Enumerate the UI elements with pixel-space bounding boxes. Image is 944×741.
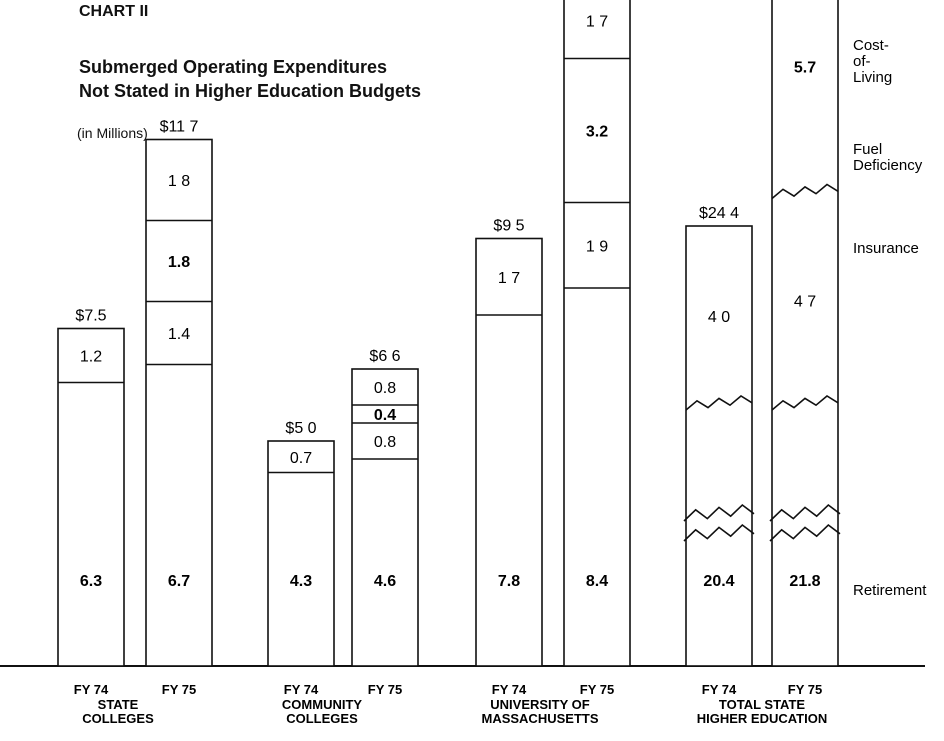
axis-break-line bbox=[769, 503, 841, 522]
fiscal-year-label: FY 75 bbox=[162, 682, 196, 697]
retirement-value-label: 6.3 bbox=[80, 573, 102, 590]
retirement-value-label: 8.4 bbox=[586, 573, 608, 590]
group-label-line1: UNIVERSITY OF bbox=[490, 697, 590, 712]
bar-outline bbox=[563, 0, 631, 667]
axis-break-line bbox=[683, 503, 755, 522]
legend-label: Retirement bbox=[853, 582, 927, 599]
segment-value-label: 5.7 bbox=[794, 59, 816, 76]
segment-value-label: 1 7 bbox=[498, 270, 520, 287]
group-label-line2: HIGHER EDUCATION bbox=[697, 711, 827, 726]
legend-label: Deficiency bbox=[853, 157, 923, 174]
retirement-value-label: 20.4 bbox=[703, 573, 734, 590]
retirement-value-label: 4.3 bbox=[290, 573, 312, 590]
segment-value-label: 1.2 bbox=[80, 349, 102, 366]
legend-label: Fuel bbox=[853, 141, 882, 158]
segment-break-line bbox=[771, 183, 839, 200]
segment-value-label: 1.8 bbox=[168, 254, 190, 271]
retirement-value-label: 7.8 bbox=[498, 573, 520, 590]
bar-outline bbox=[351, 368, 419, 667]
segment-value-label: 3.2 bbox=[586, 124, 608, 141]
fiscal-year-label: FY 74 bbox=[74, 682, 109, 697]
bar-outline bbox=[685, 225, 753, 667]
segment-value-label: 0.8 bbox=[374, 434, 396, 451]
segment-value-label: 1 9 bbox=[586, 238, 608, 255]
group-label-line1: STATE bbox=[98, 697, 139, 712]
retirement-value-label: 21.8 bbox=[789, 573, 820, 590]
bar-total-label: $6 6 bbox=[369, 348, 400, 365]
segment-value-label: 4 7 bbox=[794, 293, 816, 310]
segment-value-label: 1 8 bbox=[168, 173, 190, 190]
fiscal-year-label: FY 75 bbox=[580, 682, 614, 697]
fiscal-year-label: FY 74 bbox=[492, 682, 527, 697]
retirement-value-label: 6.7 bbox=[168, 573, 190, 590]
bar-total-label: $24 4 bbox=[699, 205, 739, 222]
segment-value-label: 4 0 bbox=[708, 309, 730, 326]
chart-title-line2: Not Stated in Higher Education Budgets bbox=[79, 81, 422, 101]
chart-title-line1: Submerged Operating Expenditures bbox=[79, 57, 388, 77]
axis-break-line bbox=[769, 523, 841, 542]
fiscal-year-label: FY 74 bbox=[702, 682, 737, 697]
segment-value-label: 1 7 bbox=[586, 13, 608, 30]
segment-value-label: 0.7 bbox=[290, 450, 312, 467]
group-label-line2: COLLEGES bbox=[82, 711, 154, 726]
bar-total-label: $5 0 bbox=[285, 420, 316, 437]
segment-value-label: 1.4 bbox=[168, 326, 190, 343]
fiscal-year-label: FY 75 bbox=[368, 682, 402, 697]
legend-label: of- bbox=[853, 53, 871, 70]
chart-label: CHART II bbox=[79, 3, 149, 20]
bar-outline bbox=[57, 327, 125, 667]
bar-outline bbox=[145, 138, 213, 667]
bar-outline bbox=[267, 440, 335, 667]
legend-label: Living bbox=[853, 69, 892, 86]
fiscal-year-label: FY 74 bbox=[284, 682, 319, 697]
group-label-line2: COLLEGES bbox=[286, 711, 358, 726]
segment-value-label: 0.4 bbox=[374, 407, 396, 424]
legend-label: Cost- bbox=[853, 37, 889, 54]
chart-title: Submerged Operating Expenditures Not Sta… bbox=[79, 55, 421, 103]
axis-break-line bbox=[683, 523, 755, 542]
bar-total-label: $7.5 bbox=[75, 308, 106, 325]
segment-value-label: 0.8 bbox=[374, 380, 396, 397]
group-label-line1: TOTAL STATE bbox=[719, 697, 806, 712]
bar-outline bbox=[771, 0, 839, 667]
bar-total-label: $9 5 bbox=[493, 218, 524, 235]
bar-total-label: $11 7 bbox=[160, 119, 199, 136]
fiscal-year-label: FY 75 bbox=[788, 682, 822, 697]
retirement-value-label: 4.6 bbox=[374, 573, 396, 590]
legend-label: Insurance bbox=[853, 240, 919, 257]
group-label-line2: MASSACHUSETTS bbox=[481, 711, 598, 726]
segment-break-line bbox=[685, 395, 753, 411]
chart-units: (in Millions) bbox=[77, 125, 148, 141]
bar-outline bbox=[475, 237, 543, 667]
group-label-line1: COMMUNITY bbox=[282, 697, 362, 712]
segment-break-line bbox=[771, 395, 839, 411]
